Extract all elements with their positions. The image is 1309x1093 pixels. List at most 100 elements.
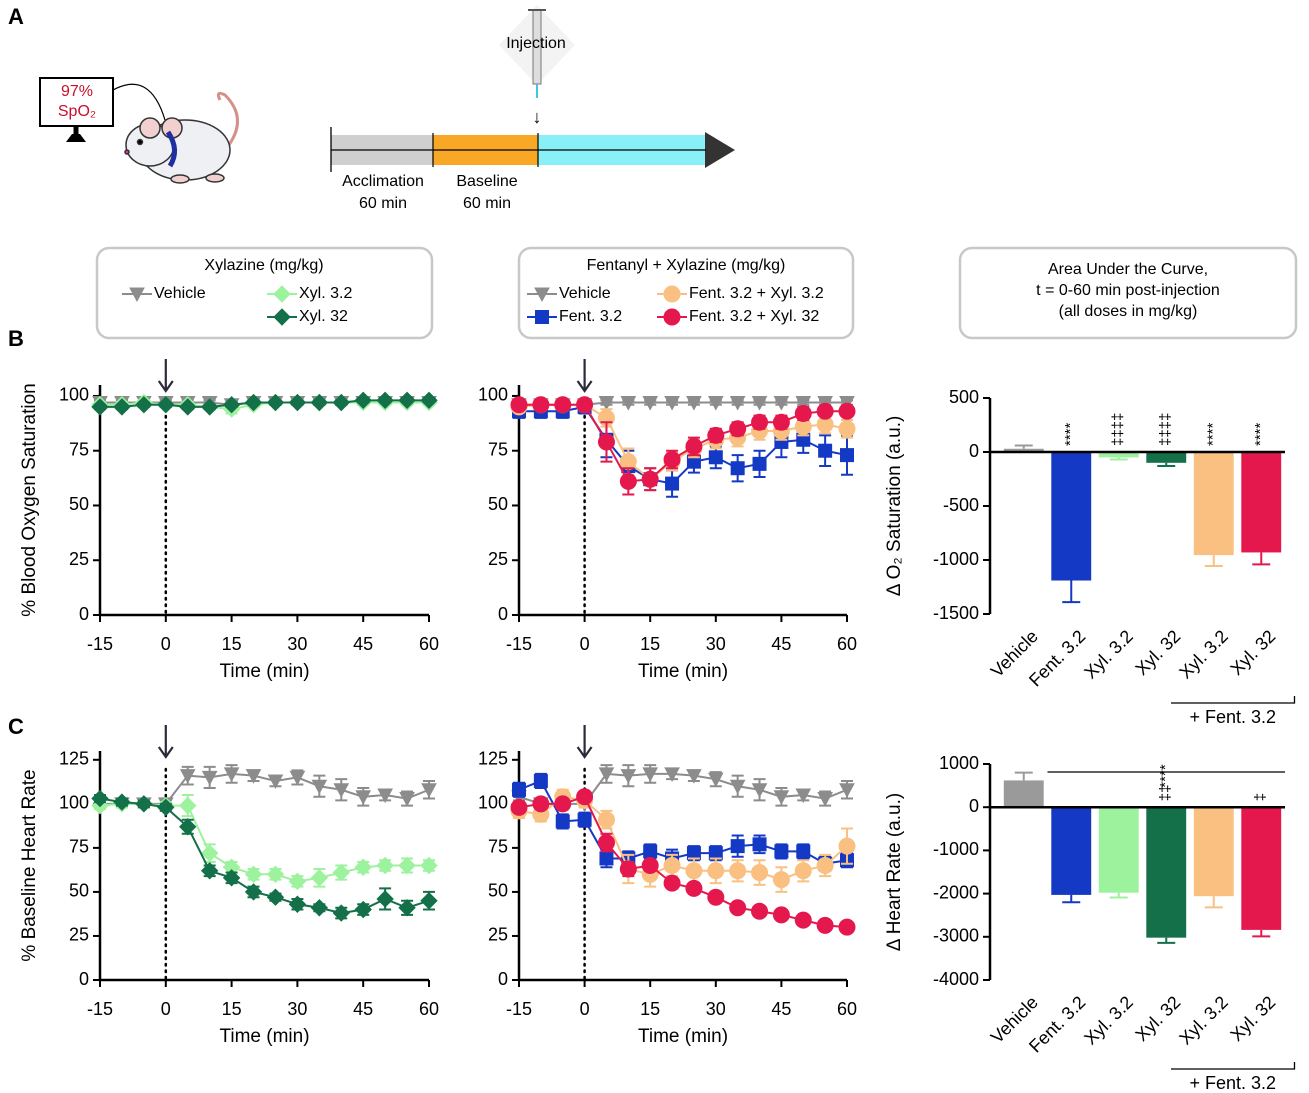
marker [752, 837, 767, 852]
phase-name: Baseline [456, 173, 517, 190]
marker [685, 879, 703, 897]
marker [179, 398, 197, 416]
marker [598, 767, 615, 782]
y-tick-label: 100 [59, 793, 89, 813]
auc-title: t = 0-60 min post-injection [1036, 282, 1220, 299]
marker [179, 796, 197, 815]
marker [838, 402, 856, 420]
marker [135, 795, 153, 813]
marker [707, 772, 724, 788]
error-bar [1157, 937, 1176, 944]
y-tick-label: 75 [488, 837, 508, 857]
marker [576, 788, 594, 806]
x-axis-label: Time (min) [638, 661, 728, 682]
monitor [39, 77, 166, 142]
significance: ‡‡‡‡ [1157, 413, 1174, 446]
x-tick-label: -15 [87, 999, 113, 1019]
x-tick-label: 60 [837, 999, 857, 1019]
bar [1051, 807, 1092, 895]
marker [816, 916, 834, 934]
marker [620, 769, 637, 784]
marker [796, 844, 811, 859]
marker [729, 420, 747, 438]
marker [838, 420, 856, 438]
marker [663, 450, 681, 468]
error-bar [1204, 896, 1223, 909]
marker [332, 393, 350, 412]
marker [686, 769, 702, 784]
legend-label: Xyl. 32 [299, 308, 348, 325]
marker [751, 902, 769, 920]
marker [421, 783, 437, 798]
marker [686, 396, 702, 411]
y-tick-label: -1000 [933, 839, 979, 859]
marker [707, 396, 724, 411]
marker [376, 391, 394, 410]
marker [244, 883, 263, 901]
marker [707, 888, 725, 906]
marker [665, 476, 680, 491]
marker [355, 790, 372, 805]
panel-label: A [8, 4, 24, 29]
marker [420, 892, 438, 910]
marker [773, 396, 790, 411]
y-tick-label: 25 [69, 925, 89, 945]
marker [377, 788, 393, 804]
marker [113, 793, 131, 811]
marker [752, 456, 767, 471]
marker [532, 795, 550, 813]
error-bar [1204, 555, 1223, 567]
marker [598, 396, 615, 411]
injection-arrow [157, 725, 174, 759]
x-axis-label: Time (min) [219, 661, 309, 682]
panel-label: B [8, 326, 24, 351]
marker [420, 391, 438, 410]
marker [795, 788, 812, 804]
marker [751, 783, 768, 798]
marker [838, 837, 856, 855]
marker [794, 862, 812, 880]
phase-duration: 60 min [359, 195, 407, 212]
marker [599, 851, 614, 866]
legend-label: Fent. 3.2 + Xyl. 32 [689, 308, 819, 325]
series-line [100, 399, 429, 408]
x-tick-label: 60 [419, 999, 439, 1019]
error-bar [1252, 929, 1271, 938]
marker [751, 396, 768, 411]
significance: **** [1157, 764, 1174, 788]
marker [266, 393, 285, 412]
y-tick-label: 75 [69, 837, 89, 857]
error-bar [1252, 552, 1271, 566]
monitor-label: SpO₂ [58, 103, 96, 120]
marker [773, 790, 790, 805]
marker [273, 308, 291, 326]
marker [310, 393, 329, 412]
group-bracket [1171, 1062, 1296, 1070]
y-axis-label: Δ Heart Rate (a.u.) [884, 793, 905, 951]
y-tick-label: -4000 [933, 969, 979, 989]
marker [91, 789, 109, 808]
marker [200, 862, 219, 880]
marker [129, 287, 145, 303]
marker [267, 774, 284, 790]
x-tick-label: 0 [161, 634, 171, 654]
marker [157, 396, 175, 414]
timeline [330, 127, 735, 172]
series-line [518, 795, 848, 881]
marker [641, 857, 659, 874]
y-tick-label: 75 [488, 439, 508, 459]
marker [794, 911, 812, 929]
significance: ‡ [1252, 793, 1269, 801]
y-tick-label: 25 [69, 549, 89, 569]
legend-label: Vehicle [559, 285, 611, 302]
marker [245, 769, 262, 784]
marker [641, 470, 659, 488]
marker [597, 433, 615, 451]
marker [751, 413, 769, 431]
phase-duration: 60 min [463, 195, 511, 212]
group-bracket [1171, 696, 1296, 704]
x-tick-label: 45 [771, 634, 791, 654]
marker [113, 398, 131, 416]
y-tick-label: 125 [478, 749, 508, 769]
